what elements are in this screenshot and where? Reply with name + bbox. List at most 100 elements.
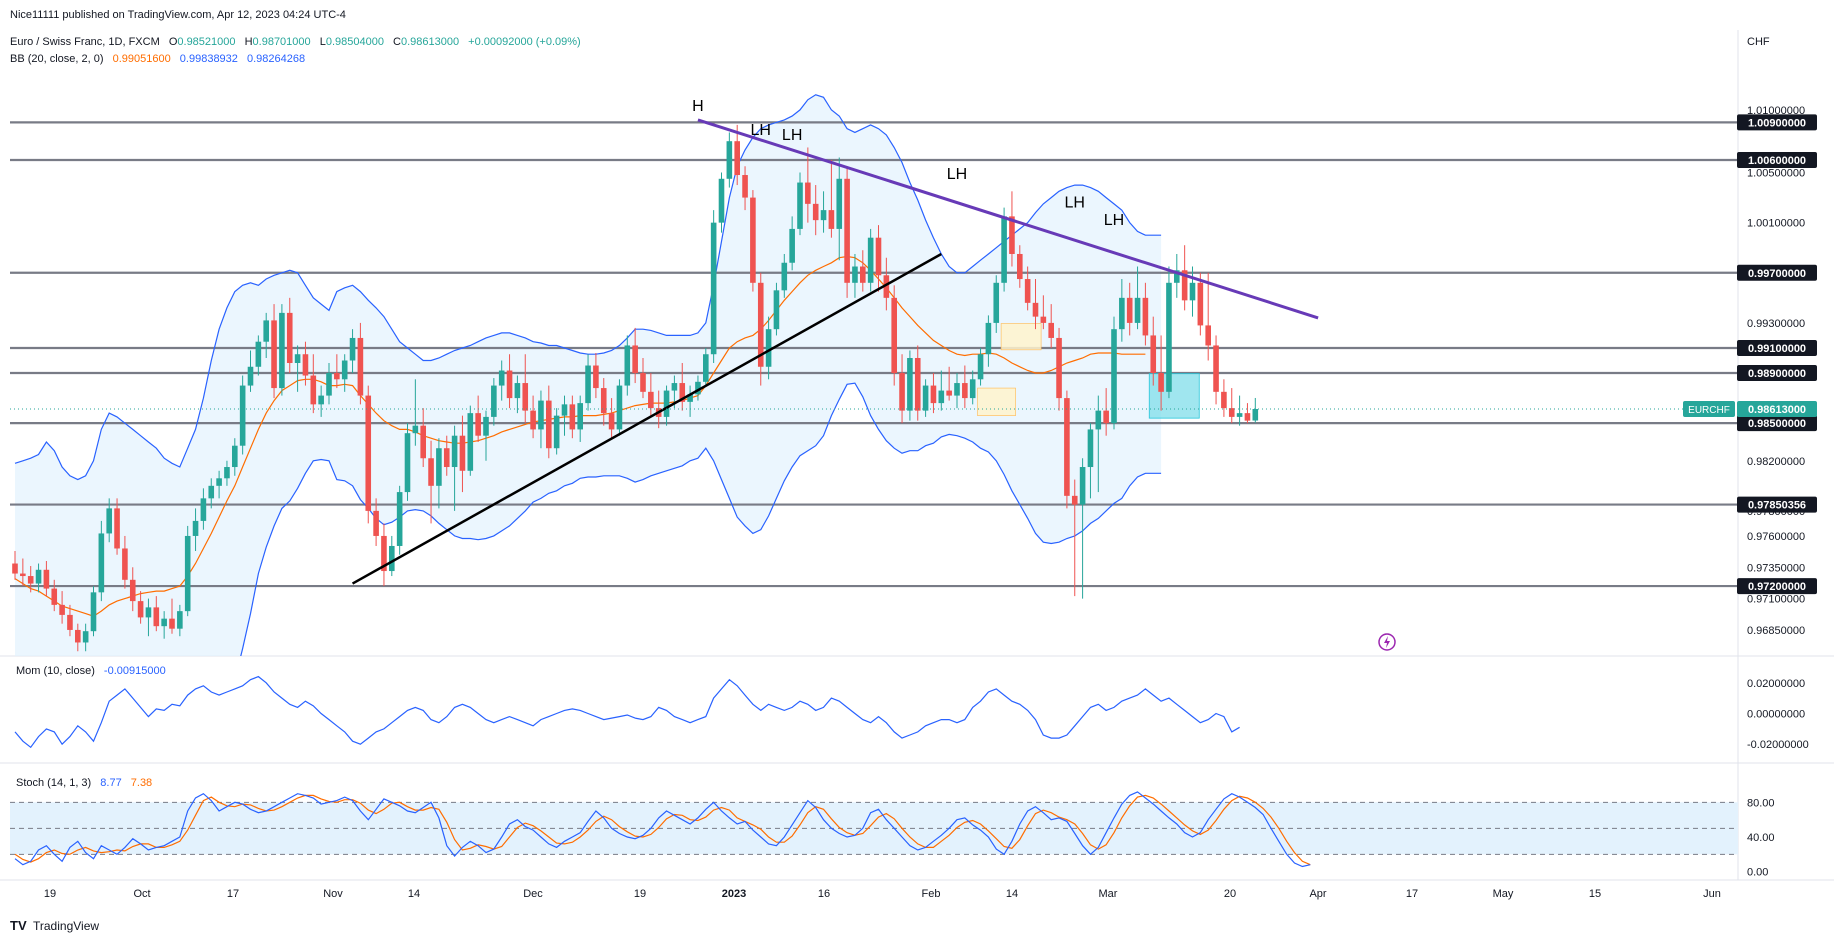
candle[interactable] — [1017, 245, 1023, 288]
candle[interactable] — [765, 316, 772, 380]
candle[interactable] — [648, 373, 654, 417]
candle[interactable] — [286, 297, 293, 374]
candle[interactable] — [703, 347, 709, 386]
candle[interactable] — [106, 498, 112, 543]
candle[interactable] — [600, 378, 607, 426]
candle[interactable] — [318, 385, 324, 417]
candle[interactable] — [718, 172, 725, 233]
zone-current[interactable] — [1148, 373, 1200, 419]
candle[interactable] — [200, 488, 207, 530]
candle[interactable] — [216, 470, 222, 499]
candle[interactable] — [184, 525, 191, 617]
candle[interactable] — [420, 408, 426, 468]
candle[interactable] — [506, 354, 513, 409]
candle[interactable] — [514, 375, 521, 414]
candle[interactable] — [1071, 479, 1078, 597]
candle[interactable] — [679, 363, 686, 411]
candle[interactable] — [569, 395, 576, 439]
candle[interactable] — [310, 354, 317, 414]
candle[interactable] — [1150, 316, 1157, 386]
candle[interactable] — [334, 354, 340, 389]
candle[interactable] — [954, 373, 960, 409]
candle[interactable] — [820, 191, 827, 233]
candle[interactable] — [451, 425, 458, 511]
candle[interactable] — [1126, 282, 1133, 336]
candle[interactable] — [899, 354, 905, 424]
candle[interactable] — [522, 354, 529, 424]
candle[interactable] — [1174, 253, 1180, 298]
candle[interactable] — [742, 166, 748, 211]
candle[interactable] — [1181, 245, 1188, 311]
candle[interactable] — [239, 375, 246, 455]
candle[interactable] — [90, 586, 97, 637]
candle[interactable] — [357, 322, 364, 405]
candle[interactable] — [145, 598, 152, 637]
candle[interactable] — [577, 395, 583, 442]
candle[interactable] — [224, 460, 230, 486]
candle[interactable] — [459, 415, 466, 493]
candle[interactable] — [428, 440, 434, 524]
candle[interactable] — [710, 210, 717, 364]
candle[interactable] — [436, 438, 442, 509]
candle[interactable] — [12, 550, 18, 580]
candle[interactable] — [1134, 266, 1141, 330]
candle[interactable] — [326, 363, 332, 405]
candle[interactable] — [640, 357, 646, 399]
candle[interactable] — [75, 623, 81, 652]
candle[interactable] — [946, 366, 952, 401]
candle[interactable] — [632, 327, 638, 384]
candle[interactable] — [585, 354, 591, 411]
candle[interactable] — [491, 378, 497, 426]
candle[interactable] — [365, 385, 372, 524]
flash-icon[interactable] — [1378, 633, 1396, 651]
candle[interactable] — [891, 285, 897, 386]
candle[interactable] — [43, 561, 50, 597]
candle[interactable] — [867, 228, 874, 292]
candle[interactable] — [255, 335, 262, 376]
candle[interactable] — [122, 535, 128, 589]
candle[interactable] — [1205, 272, 1211, 361]
candle[interactable] — [1244, 403, 1251, 424]
candle[interactable] — [663, 385, 670, 426]
candle[interactable] — [805, 147, 811, 223]
candle[interactable] — [789, 216, 795, 271]
candle[interactable] — [914, 345, 921, 421]
candle[interactable] — [389, 535, 395, 577]
candle[interactable] — [977, 347, 984, 386]
candle[interactable] — [412, 379, 419, 446]
candle[interactable] — [1228, 388, 1235, 424]
candle[interactable] — [1221, 379, 1227, 417]
candle[interactable] — [20, 558, 26, 587]
candle[interactable] — [1079, 458, 1086, 599]
candle[interactable] — [51, 579, 58, 612]
candle[interactable] — [797, 172, 803, 236]
candle[interactable] — [757, 272, 764, 386]
candle[interactable] — [695, 375, 701, 401]
candle[interactable] — [1236, 395, 1243, 426]
candle[interactable] — [1103, 388, 1109, 436]
candle[interactable] — [1213, 335, 1219, 405]
candle[interactable] — [553, 408, 560, 455]
candle[interactable] — [404, 423, 411, 501]
candle[interactable] — [828, 159, 835, 238]
candle[interactable] — [483, 410, 489, 461]
candle[interactable] — [67, 604, 73, 637]
candle[interactable] — [59, 591, 65, 624]
candle[interactable] — [687, 385, 693, 417]
candle[interactable] — [773, 282, 780, 336]
candle[interactable] — [1111, 316, 1117, 430]
candle[interactable] — [341, 354, 348, 392]
trendline-resistance[interactable] — [697, 118, 1319, 320]
candle[interactable] — [624, 335, 631, 396]
candle[interactable] — [962, 365, 968, 409]
candle[interactable] — [734, 124, 740, 186]
candle[interactable] — [546, 385, 552, 459]
candle[interactable] — [726, 132, 733, 188]
candle[interactable] — [938, 370, 945, 411]
candle[interactable] — [137, 591, 144, 624]
candle[interactable] — [608, 398, 615, 439]
candle[interactable] — [985, 315, 992, 367]
candle[interactable] — [177, 604, 183, 637]
candle[interactable] — [1189, 266, 1196, 317]
candle[interactable] — [969, 370, 976, 405]
